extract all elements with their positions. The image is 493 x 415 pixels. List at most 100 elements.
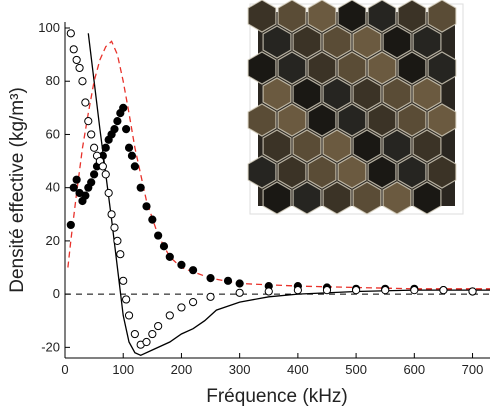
photo-cell	[427, 0, 457, 33]
photo-cell	[292, 25, 322, 59]
open-point	[107, 210, 116, 219]
filled-point	[127, 151, 137, 160]
y-tick-label: 0	[53, 286, 60, 301]
photo-cell	[322, 77, 352, 111]
photo-cell	[307, 155, 337, 189]
photo-cell	[277, 103, 307, 137]
open-point	[439, 286, 448, 295]
series-points	[66, 29, 477, 349]
photo-cell	[337, 0, 367, 33]
filled-point	[110, 125, 119, 134]
photo-cell	[382, 77, 412, 111]
filled-point	[87, 178, 96, 187]
photo-cell	[382, 129, 412, 163]
open-point	[116, 250, 125, 259]
open-point	[90, 143, 99, 152]
x-tick-label: 400	[287, 362, 309, 377]
filled-point	[113, 117, 122, 126]
photo-cell	[322, 25, 352, 59]
photo-cell	[397, 155, 427, 189]
open-point	[130, 329, 139, 339]
photo-cell	[367, 103, 397, 137]
photo-cell	[412, 181, 442, 215]
photo-cell	[337, 155, 367, 189]
open-point	[101, 170, 110, 179]
filled-point	[165, 252, 174, 261]
photo-cell	[307, 0, 337, 33]
photo-cell	[337, 51, 367, 85]
open-point	[119, 276, 128, 285]
filled-point	[66, 220, 75, 230]
photo-cell	[277, 0, 307, 33]
photo-cell	[277, 155, 307, 189]
open-point	[351, 286, 361, 295]
filled-point	[154, 231, 163, 240]
open-point	[154, 321, 163, 331]
open-point	[72, 55, 81, 65]
open-point	[293, 286, 302, 295]
photo-cell	[367, 51, 397, 85]
photo-cell	[397, 51, 427, 85]
photo-cell	[427, 103, 457, 137]
x-tick-label: 300	[229, 362, 251, 377]
open-point	[322, 286, 332, 295]
open-point	[87, 130, 96, 139]
y-tick-label: 80	[46, 73, 60, 88]
photo-cell	[352, 25, 382, 59]
photo-cell	[262, 129, 292, 163]
open-point	[410, 286, 419, 295]
filled-point	[72, 175, 81, 184]
filled-point	[90, 170, 99, 179]
photo-cell	[352, 77, 382, 111]
filled-point	[206, 274, 215, 283]
photo-cell	[322, 181, 352, 215]
open-point	[104, 188, 113, 198]
photo-cell	[427, 155, 457, 189]
open-point	[75, 63, 84, 73]
filled-point	[119, 103, 128, 112]
open-point	[110, 223, 119, 232]
open-point	[165, 311, 174, 320]
x-tick-label: 700	[462, 362, 484, 377]
open-point	[235, 288, 244, 297]
photo-cell	[352, 181, 382, 215]
photo-cell	[262, 77, 292, 111]
open-point	[381, 286, 390, 295]
x-tick-label: 0	[61, 362, 68, 377]
photo-cell	[397, 103, 427, 137]
x-tick-label: 100	[112, 362, 134, 377]
photo-cell	[322, 129, 352, 163]
open-point	[206, 292, 215, 301]
photo-cell	[262, 25, 292, 59]
photo-cell	[247, 155, 277, 189]
filled-point	[188, 266, 198, 275]
photo-cell	[262, 181, 292, 215]
open-point	[69, 45, 78, 54]
photo-cell	[412, 77, 442, 111]
photo-cell	[292, 77, 322, 111]
photo-cell	[367, 0, 397, 33]
photo-cell	[412, 129, 442, 163]
open-point	[84, 117, 93, 126]
photo-cell	[247, 0, 277, 33]
photo-cell	[337, 103, 367, 137]
open-point	[122, 295, 131, 304]
filled-point	[124, 143, 134, 152]
filled-point	[148, 215, 157, 224]
filled-point	[177, 260, 186, 269]
filled-point	[136, 183, 145, 192]
photo-cell	[382, 181, 412, 215]
y-tick-label: 20	[46, 233, 60, 248]
filled-point	[142, 202, 151, 211]
x-axis-label: Fréquence (kHz)	[206, 386, 348, 407]
photo-cell	[382, 25, 412, 59]
filled-point	[223, 276, 233, 285]
filled-point	[81, 191, 90, 200]
photo-cell	[292, 129, 322, 163]
open-point	[264, 287, 273, 296]
open-point	[124, 311, 134, 320]
photo-cell	[427, 51, 457, 85]
open-point	[148, 329, 157, 339]
